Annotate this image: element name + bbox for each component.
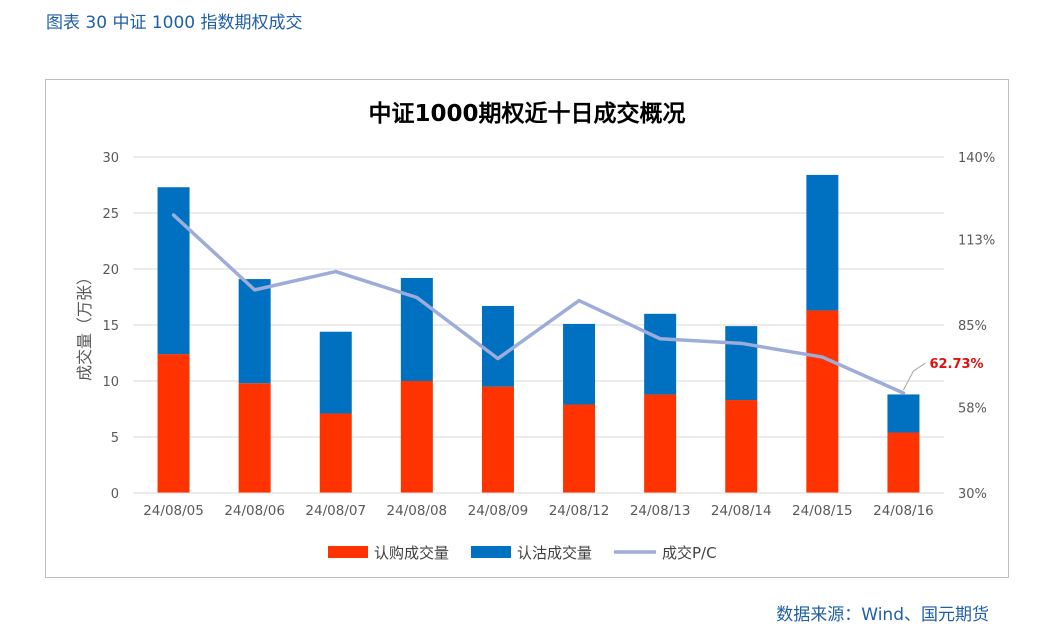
call-volume-bar <box>319 413 352 493</box>
chart-svg: 中证1000期权近十日成交概况 0 5 10 15 20 25 30 30% 58% 85% 113%… <box>75 100 995 562</box>
x-tick-label: 24/08/06 <box>224 503 285 519</box>
put-volume-bar <box>481 305 514 387</box>
x-tick-label: 24/08/05 <box>143 503 204 519</box>
put-volume-bar <box>238 279 271 384</box>
put-volume-bar <box>644 313 677 395</box>
x-tick-label: 24/08/14 <box>711 503 772 519</box>
y-tick-label: 20 <box>102 263 119 278</box>
y-tick-label: 30 <box>102 151 119 166</box>
y-tick-label: 15 <box>102 319 119 334</box>
x-tick-label: 24/08/09 <box>468 503 529 519</box>
y-tick-label: 5 <box>111 431 119 446</box>
x-tick-label: 24/08/13 <box>630 503 691 519</box>
put-volume-bar <box>157 187 190 355</box>
y2-tick-label: 58% <box>958 401 987 416</box>
figure-caption: 图表 30 中证 1000 指数期权成交 <box>46 13 303 33</box>
put-volume-bar <box>806 174 839 311</box>
put-volume-bar <box>563 323 596 405</box>
y2-tick-label: 140% <box>958 151 995 166</box>
x-tick-label: 24/08/07 <box>305 503 366 519</box>
legend-pc-label: 成交P/C <box>662 544 717 562</box>
y-tick-label: 25 <box>102 207 119 222</box>
y-tick-label: 0 <box>111 487 119 502</box>
x-tick-label: 24/08/08 <box>387 503 448 519</box>
call-volume-bar <box>238 383 271 493</box>
call-volume-bar <box>806 310 839 493</box>
x-tick-label: 24/08/16 <box>873 503 934 519</box>
legend-put-swatch <box>471 546 511 558</box>
legend-put-label: 认沽成交量 <box>517 544 592 562</box>
y2-tick-label: 30% <box>958 487 987 502</box>
put-volume-bar <box>725 326 758 401</box>
legend-call-swatch <box>328 546 368 558</box>
call-volume-bar <box>157 354 190 493</box>
chart-frame: 中证1000期权近十日成交概况 0 5 10 15 20 25 30 30% 58% 85% 113%… <box>45 79 1009 578</box>
call-volume-bar <box>887 432 920 493</box>
x-tick-label: 24/08/12 <box>549 503 610 519</box>
y2-tick-label: 85% <box>958 319 987 334</box>
x-tick-label: 24/08/15 <box>792 503 853 519</box>
call-volume-bar <box>725 400 758 493</box>
y-tick-label: 10 <box>102 375 119 390</box>
y-axis-label: 成交量（万张） <box>75 269 94 381</box>
put-volume-bar <box>319 331 352 414</box>
pc-ratio-line <box>171 213 906 395</box>
legend-call-label: 认购成交量 <box>374 544 449 562</box>
call-volume-bar <box>644 394 677 493</box>
pc-last-value-label: 62.73% <box>929 357 983 372</box>
chart-title: 中证1000期权近十日成交概况 <box>368 100 685 127</box>
put-volume-bar <box>887 394 920 433</box>
call-volume-bar <box>400 381 433 493</box>
source-note: 数据来源：Wind、国元期货 <box>776 605 989 625</box>
y2-tick-label: 113% <box>958 233 995 248</box>
annotation-leader <box>903 362 926 391</box>
call-volume-bar <box>481 386 514 493</box>
call-volume-bar <box>563 404 596 493</box>
